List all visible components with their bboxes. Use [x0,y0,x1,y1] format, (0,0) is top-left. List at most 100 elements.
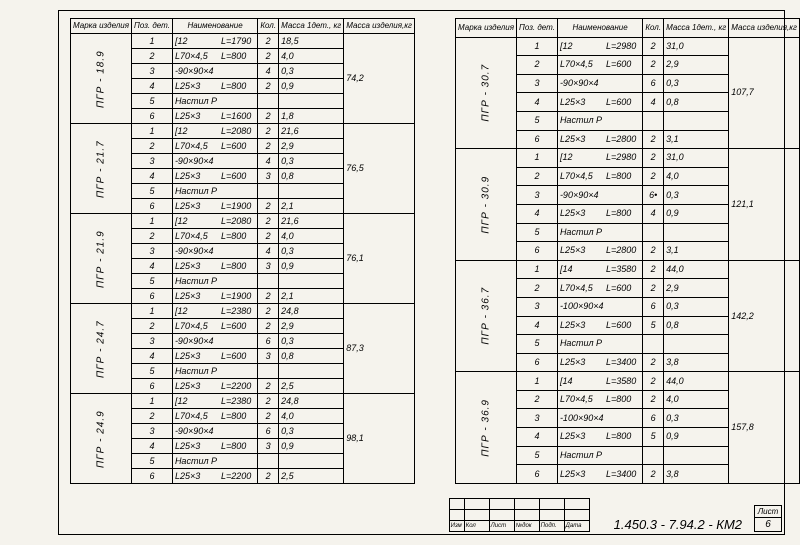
cell-name: -90×90×4 [172,154,257,169]
cell-pos: 2 [132,49,173,64]
table-row: ПГР - 36.71[14L=3580244,0142,2 [456,260,800,279]
cell-name: L25×3L=1900 [172,199,257,214]
cell-mass1 [664,335,729,354]
cell-name: L25×3L=800 [557,204,642,223]
product-mark: ПГР - 36.7 [456,260,517,372]
cell-qty: 2 [258,49,279,64]
cell-pos: 1 [132,124,173,139]
cell-name: -90×90×4 [172,334,257,349]
col-mass1: Масса 1дет., кг [664,19,729,38]
cell-mass1 [279,274,344,289]
cell-pos: 3 [132,154,173,169]
cell-pos: 6 [132,469,173,484]
cell-qty: 2 [258,199,279,214]
cell-qty [643,223,664,242]
cell-qty [643,446,664,465]
cell-name: L25×3L=800 [172,259,257,274]
cell-qty: 4 [643,93,664,112]
col-mass2: Масса изделия,кг [729,19,800,38]
cell-name: [14L=3580 [557,260,642,279]
product-mark: ПГР - 21.9 [71,214,132,304]
cell-pos: 1 [132,34,173,49]
cell-name: L70×4,5L=600 [172,139,257,154]
cell-qty [258,274,279,289]
table-row: ПГР - 30.71[12L=2980231,0107,7 [456,37,800,56]
cell-mass1: 21,6 [279,214,344,229]
cell-mass1: 24,8 [279,394,344,409]
cell-pos: 2 [517,167,558,186]
cell-mass1: 0,9 [279,79,344,94]
cell-mass1: 3,8 [664,465,729,484]
cell-qty: 2 [643,390,664,409]
cell-name: L25×3L=600 [557,93,642,112]
cell-name: -100×90×4 [557,297,642,316]
cell-name: Настил Р [172,274,257,289]
table-row: ПГР - 30.91[12L=2980231,0121,1 [456,149,800,168]
cell-mass1: 0,8 [279,349,344,364]
cell-name: L25×3L=600 [172,349,257,364]
cell-qty: 2 [643,260,664,279]
cell-mass-total: 74,2 [344,34,415,124]
cell-pos: 2 [132,319,173,334]
cell-name: L70×4,5L=800 [172,229,257,244]
cell-pos: 2 [517,390,558,409]
sheet-number-box: Лист 6 [754,505,782,532]
product-mark: ПГР - 36.9 [456,372,517,484]
cell-name: L25×3L=2200 [172,469,257,484]
title-block: ИзмКолЛист№докПодп.Дата 1.450.3 - 7.94.2… [449,498,782,532]
cell-name: Настил Р [557,111,642,130]
col-name: Наименование [172,19,257,34]
cell-qty: 2 [643,372,664,391]
cell-name: -100×90×4 [557,409,642,428]
cell-name: -90×90×4 [172,424,257,439]
cell-mass1: 0,3 [664,74,729,93]
col-mark: Марка изделия [71,19,132,34]
cell-qty: 2 [643,149,664,168]
document-code: 1.450.3 - 7.94.2 - КМ2 [594,517,750,532]
tables-container: Марка изделияПоз. дет.НаименованиеКол.Ма… [70,18,800,484]
cell-pos: 3 [132,64,173,79]
cell-mass1: 2,9 [279,139,344,154]
cell-qty [643,335,664,354]
cell-name: L25×3L=3400 [557,465,642,484]
cell-mass-total: 76,1 [344,214,415,304]
cell-qty [258,364,279,379]
cell-pos: 4 [517,204,558,223]
cell-qty: 6 [643,297,664,316]
cell-pos: 1 [517,149,558,168]
cell-pos: 5 [517,446,558,465]
cell-mass1: 44,0 [664,372,729,391]
col-name: Наименование [557,19,642,38]
cell-qty: 2 [258,79,279,94]
cell-mass1: 2,5 [279,469,344,484]
cell-name: L25×3L=3400 [557,353,642,372]
cell-mass1: 18,5 [279,34,344,49]
cell-name: Настил Р [172,94,257,109]
cell-mass1: 0,3 [279,154,344,169]
cell-mass1: 0,3 [279,424,344,439]
cell-pos: 1 [132,394,173,409]
cell-pos: 1 [517,37,558,56]
cell-mass1: 24,8 [279,304,344,319]
cell-name: [12L=2980 [557,149,642,168]
cell-name: Настил Р [172,184,257,199]
cell-pos: 6 [517,242,558,261]
cell-mass1: 4,0 [664,167,729,186]
cell-qty: 2 [643,37,664,56]
cell-pos: 5 [132,454,173,469]
cell-pos: 1 [132,304,173,319]
rev-label: Изм [449,521,464,532]
rev-label: Дата [564,521,589,532]
cell-name: [14L=3580 [557,372,642,391]
cell-name: -90×90×4 [557,74,642,93]
cell-mass1 [279,454,344,469]
cell-mass1: 0,3 [664,409,729,428]
cell-name: L25×3L=2800 [557,242,642,261]
cell-qty: 2 [258,319,279,334]
cell-qty: 2 [643,56,664,75]
cell-mass1: 4,0 [664,390,729,409]
cell-qty: 2 [643,130,664,149]
table-row: ПГР - 24.71[12L=2380224,887,3 [71,304,415,319]
product-mark: ПГР - 30.7 [456,37,517,149]
cell-name: [12L=2380 [172,304,257,319]
